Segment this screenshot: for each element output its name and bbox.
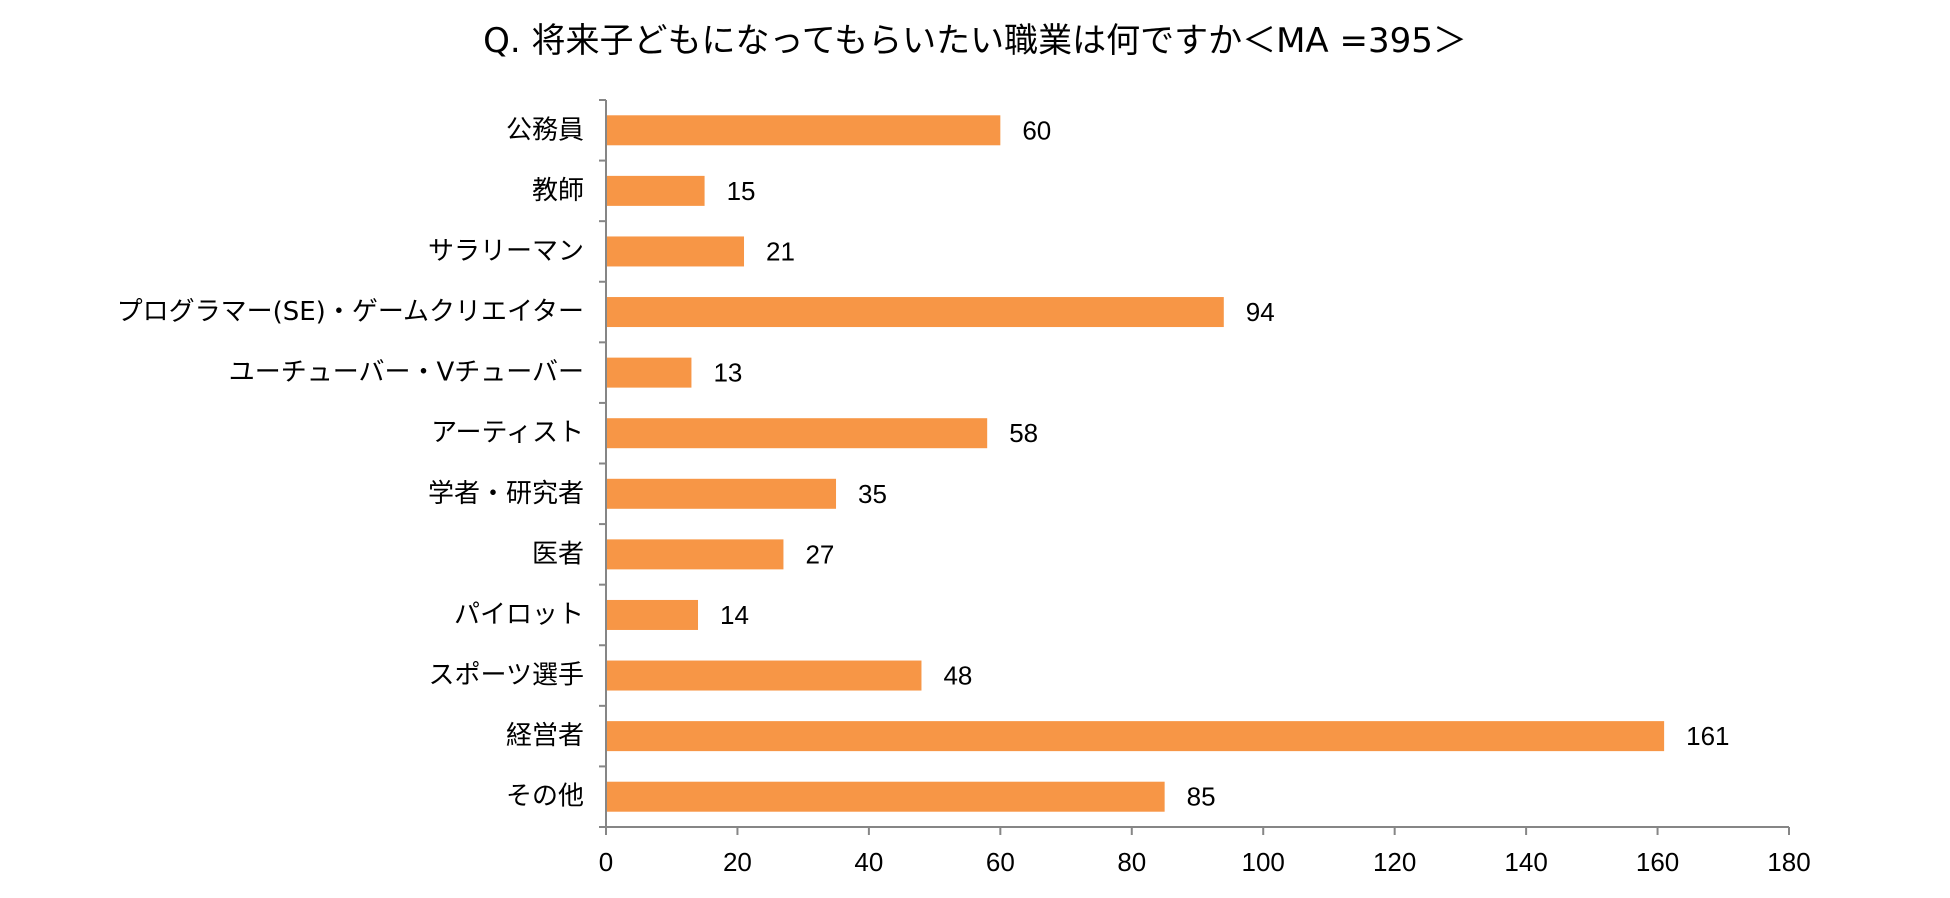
data-label: 14 — [720, 600, 749, 630]
x-tick-label: 60 — [986, 847, 1015, 877]
data-label: 13 — [713, 358, 742, 388]
chart-title: Q. 将来子どもになってもらいたい職業は何ですか＜MA =395＞ — [483, 21, 1467, 61]
bar — [606, 599, 699, 630]
bar — [606, 781, 1165, 812]
data-label: 21 — [766, 236, 795, 266]
bar — [606, 175, 705, 206]
category-label: 経営者 — [506, 721, 584, 751]
x-tick-label: 160 — [1636, 847, 1679, 877]
bar — [606, 297, 1224, 328]
x-tick-label: 0 — [599, 847, 613, 877]
bar — [606, 660, 922, 691]
category-label: その他 — [506, 782, 584, 812]
category-label: 学者・研究者 — [428, 479, 584, 509]
bar — [606, 478, 837, 509]
category-label: アーティスト — [431, 418, 584, 448]
data-label: 60 — [1022, 115, 1051, 145]
category-label: プログラマー(SE)・ゲームクリエイター — [117, 297, 584, 327]
x-tick-label: 180 — [1767, 847, 1810, 877]
x-tick-label: 100 — [1242, 847, 1285, 877]
x-tick-label: 40 — [854, 847, 883, 877]
data-label: 161 — [1686, 721, 1729, 751]
data-label: 85 — [1187, 782, 1216, 812]
bar — [606, 539, 784, 570]
category-label: パイロット — [454, 600, 584, 630]
x-tick-label: 20 — [723, 847, 752, 877]
data-label: 35 — [858, 479, 887, 509]
bar — [606, 418, 988, 449]
bar — [606, 236, 745, 267]
category-label: ユーチューバー・Vチューバー — [229, 358, 584, 388]
category-label: 教師 — [532, 176, 584, 206]
data-label: 48 — [943, 661, 972, 691]
data-label: 94 — [1246, 297, 1275, 327]
bar — [606, 357, 692, 388]
category-label: スポーツ選手 — [429, 661, 584, 691]
data-label: 15 — [727, 176, 756, 206]
x-tick-label: 140 — [1504, 847, 1547, 877]
category-label: 公務員 — [506, 115, 584, 145]
category-label: サラリーマン — [428, 236, 584, 266]
x-tick-label: 120 — [1373, 847, 1416, 877]
data-label: 27 — [805, 539, 834, 569]
bar — [606, 115, 1001, 146]
x-tick-label: 80 — [1117, 847, 1146, 877]
bar — [606, 721, 1665, 752]
data-label: 58 — [1009, 418, 1038, 448]
category-label: 医者 — [532, 539, 584, 569]
